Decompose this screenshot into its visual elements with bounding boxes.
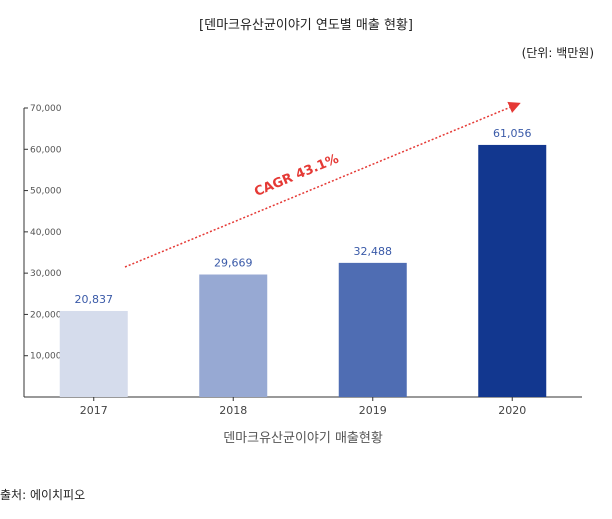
unit-label: (단위: 백만원) [521,46,594,60]
data-labels: 20,837 29,669 32,488 61,056 [75,127,532,306]
y-tick-label: 10,000 [30,352,62,362]
cagr-arrow [124,101,521,268]
y-tick-label: 60,000 [30,145,62,155]
data-label: 29,669 [214,257,253,270]
category-label: 2018 [219,404,247,417]
source-note: 출처: 에이치피오 [0,488,86,502]
y-tick-label: 20,000 [30,310,62,320]
y-axis-ticks: 10,000 20,000 30,000 40,000 50,000 60,000 70,0… [24,104,62,362]
category-label: 2017 [80,404,108,417]
chart-title: [덴마크유산균이야기 연도별 매출 현황] [199,18,413,33]
category-labels: 2017 2018 2019 2020 [80,397,526,417]
bar [478,144,547,397]
y-tick-label: 50,000 [30,187,62,197]
y-tick-label: 30,000 [30,269,62,279]
cagr-annotation: CAGR 43.1% [252,152,341,200]
y-tick-label: 40,000 [30,228,62,238]
data-label: 61,056 [493,127,532,140]
data-label: 20,837 [75,293,114,306]
cagr-trend: CAGR 43.1% [124,101,521,268]
x-axis-label: 덴마크유산균이야기 매출현황 [223,431,383,446]
category-label: 2020 [498,404,526,417]
bar [199,274,268,397]
y-tick-label: 70,000 [30,104,62,114]
data-label: 32,488 [354,245,393,258]
bars [59,144,547,397]
category-label: 2019 [359,404,387,417]
bar [59,310,128,397]
bar [338,262,407,397]
